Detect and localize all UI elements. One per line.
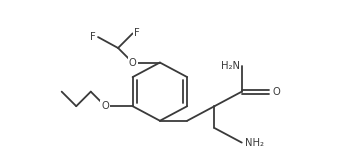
Text: H₂N: H₂N <box>221 61 240 71</box>
Text: O: O <box>101 101 109 111</box>
Text: O: O <box>101 101 109 111</box>
Text: F: F <box>91 32 96 42</box>
Text: O: O <box>273 87 281 97</box>
Text: NH₂: NH₂ <box>245 138 264 148</box>
Text: F: F <box>135 28 140 38</box>
Text: O: O <box>129 58 137 68</box>
Text: O: O <box>129 58 137 68</box>
